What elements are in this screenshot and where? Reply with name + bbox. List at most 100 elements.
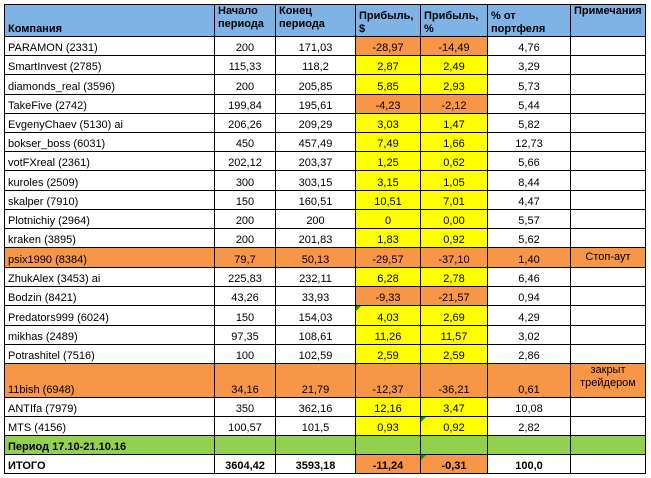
portfolio-cell[interactable]: 0,61 bbox=[487, 363, 571, 398]
end-cell[interactable]: 21,79 bbox=[275, 363, 356, 398]
profit-usd-cell[interactable]: 2,87 bbox=[355, 55, 421, 76]
end-cell[interactable]: 303,15 bbox=[275, 170, 356, 191]
end-cell[interactable]: 33,93 bbox=[275, 286, 356, 307]
start-cell[interactable]: 200 bbox=[214, 35, 276, 57]
header-profit-pct[interactable]: Прибыль, % bbox=[420, 4, 488, 37]
company-cell[interactable]: Potrashitel (7516) bbox=[4, 343, 215, 365]
note-cell[interactable] bbox=[570, 343, 646, 365]
end-cell[interactable]: 50,13 bbox=[275, 247, 356, 269]
start-cell[interactable]: 43,26 bbox=[214, 286, 276, 307]
header-company[interactable]: Компания bbox=[4, 4, 215, 37]
total-start-cell[interactable]: 3604,42 bbox=[214, 454, 276, 475]
company-cell[interactable]: Plotnichiy (2964) bbox=[4, 208, 215, 229]
profit-usd-cell[interactable]: 12,16 bbox=[355, 396, 421, 418]
profit-usd-cell[interactable]: 0 bbox=[355, 208, 421, 229]
portfolio-cell[interactable]: 4,29 bbox=[487, 305, 571, 326]
profit-pct-cell[interactable]: -36,21 bbox=[420, 363, 488, 398]
note-cell[interactable] bbox=[570, 55, 646, 76]
note-cell[interactable] bbox=[570, 286, 646, 307]
note-cell[interactable] bbox=[570, 416, 646, 437]
note-cell[interactable] bbox=[570, 227, 646, 249]
total-end-cell[interactable]: 3593,18 bbox=[275, 454, 356, 475]
profit-usd-cell[interactable]: -4,23 bbox=[355, 93, 421, 114]
end-cell[interactable]: 362,16 bbox=[275, 396, 356, 418]
start-cell[interactable]: 350 bbox=[214, 396, 276, 418]
portfolio-cell[interactable]: 5,82 bbox=[487, 112, 571, 133]
period-empty-cell[interactable] bbox=[487, 435, 571, 456]
start-cell[interactable]: 150 bbox=[214, 189, 276, 210]
profit-pct-cell[interactable]: 2,59 bbox=[420, 343, 488, 365]
start-cell[interactable]: 150 bbox=[214, 305, 276, 326]
portfolio-cell[interactable]: 2,82 bbox=[487, 416, 571, 437]
company-cell[interactable]: votFXreal (2361) bbox=[4, 151, 215, 172]
profit-pct-cell[interactable]: 1,66 bbox=[420, 131, 488, 153]
end-cell[interactable]: 195,61 bbox=[275, 93, 356, 114]
start-cell[interactable]: 100,57 bbox=[214, 416, 276, 437]
profit-usd-cell[interactable]: -28,97 bbox=[355, 35, 421, 57]
portfolio-cell[interactable]: 6,46 bbox=[487, 267, 571, 288]
portfolio-cell[interactable]: 12,73 bbox=[487, 131, 571, 153]
profit-usd-cell[interactable]: -12,37 bbox=[355, 363, 421, 398]
end-cell[interactable]: 203,37 bbox=[275, 151, 356, 172]
company-cell[interactable]: mikhas (2489) bbox=[4, 324, 215, 345]
total-portfolio-cell[interactable]: 100,0 bbox=[487, 454, 571, 475]
portfolio-cell[interactable]: 3,29 bbox=[487, 55, 571, 76]
note-cell[interactable] bbox=[570, 305, 646, 326]
end-cell[interactable]: 457,49 bbox=[275, 131, 356, 153]
portfolio-cell[interactable]: 5,44 bbox=[487, 93, 571, 114]
end-cell[interactable]: 154,03 bbox=[275, 305, 356, 326]
profit-pct-cell[interactable]: 2,93 bbox=[420, 74, 488, 95]
profit-usd-cell[interactable]: 4,03 bbox=[355, 305, 421, 326]
profit-pct-cell[interactable]: 0,92 bbox=[420, 227, 488, 249]
portfolio-cell[interactable]: 0,94 bbox=[487, 286, 571, 307]
profit-usd-cell[interactable]: 10,51 bbox=[355, 189, 421, 210]
profit-pct-cell[interactable]: 1,47 bbox=[420, 112, 488, 133]
portfolio-cell[interactable]: 5,57 bbox=[487, 208, 571, 229]
company-cell[interactable]: EvgenyChaev (5130) ai bbox=[4, 112, 215, 133]
header-portfolio[interactable]: % от портфеля bbox=[487, 4, 571, 37]
note-cell[interactable] bbox=[570, 267, 646, 288]
company-cell[interactable]: ZhukAlex (3453) ai bbox=[4, 267, 215, 288]
end-cell[interactable]: 108,61 bbox=[275, 324, 356, 345]
profit-pct-cell[interactable]: 7,01 bbox=[420, 189, 488, 210]
end-cell[interactable]: 200 bbox=[275, 208, 356, 229]
period-empty-cell[interactable] bbox=[355, 435, 421, 456]
company-cell[interactable]: MTS (4156) bbox=[4, 416, 215, 437]
company-cell[interactable]: bokser_boss (6031) bbox=[4, 131, 215, 153]
note-cell[interactable] bbox=[570, 189, 646, 210]
start-cell[interactable]: 225,83 bbox=[214, 267, 276, 288]
start-cell[interactable]: 200 bbox=[214, 208, 276, 229]
company-cell[interactable]: PARAMON (2331) bbox=[4, 35, 215, 57]
start-cell[interactable]: 450 bbox=[214, 131, 276, 153]
note-cell[interactable] bbox=[570, 74, 646, 95]
profit-pct-cell[interactable]: -37,10 bbox=[420, 247, 488, 269]
end-cell[interactable]: 160,51 bbox=[275, 189, 356, 210]
start-cell[interactable]: 300 bbox=[214, 170, 276, 191]
portfolio-cell[interactable]: 4,76 bbox=[487, 35, 571, 57]
portfolio-cell[interactable]: 1,40 bbox=[487, 247, 571, 269]
profit-usd-cell[interactable]: 7,49 bbox=[355, 131, 421, 153]
profit-pct-cell[interactable]: 0,62 bbox=[420, 151, 488, 172]
total-profit-usd-cell[interactable]: -11,24 bbox=[355, 454, 421, 475]
total-profit-pct-cell[interactable]: -0,31 bbox=[420, 454, 488, 475]
portfolio-cell[interactable]: 4,47 bbox=[487, 189, 571, 210]
period-empty-cell[interactable] bbox=[420, 435, 488, 456]
profit-pct-cell[interactable]: -21,57 bbox=[420, 286, 488, 307]
start-cell[interactable]: 100 bbox=[214, 343, 276, 365]
profit-pct-cell[interactable]: 2,49 bbox=[420, 55, 488, 76]
profit-usd-cell[interactable]: 6,28 bbox=[355, 267, 421, 288]
note-cell[interactable] bbox=[570, 151, 646, 172]
note-cell[interactable] bbox=[570, 170, 646, 191]
start-cell[interactable]: 34,16 bbox=[214, 363, 276, 398]
start-cell[interactable]: 200 bbox=[214, 227, 276, 249]
company-cell[interactable]: psix1990 (8384) bbox=[4, 247, 215, 269]
start-cell[interactable]: 200 bbox=[214, 74, 276, 95]
profit-usd-cell[interactable]: 0,93 bbox=[355, 416, 421, 437]
start-cell[interactable]: 115,33 bbox=[214, 55, 276, 76]
end-cell[interactable]: 171,03 bbox=[275, 35, 356, 57]
start-cell[interactable]: 79,7 bbox=[214, 247, 276, 269]
company-cell[interactable]: diamonds_real (3596) bbox=[4, 74, 215, 95]
portfolio-cell[interactable]: 3,02 bbox=[487, 324, 571, 345]
portfolio-cell[interactable]: 10,08 bbox=[487, 396, 571, 418]
note-cell[interactable] bbox=[570, 396, 646, 418]
